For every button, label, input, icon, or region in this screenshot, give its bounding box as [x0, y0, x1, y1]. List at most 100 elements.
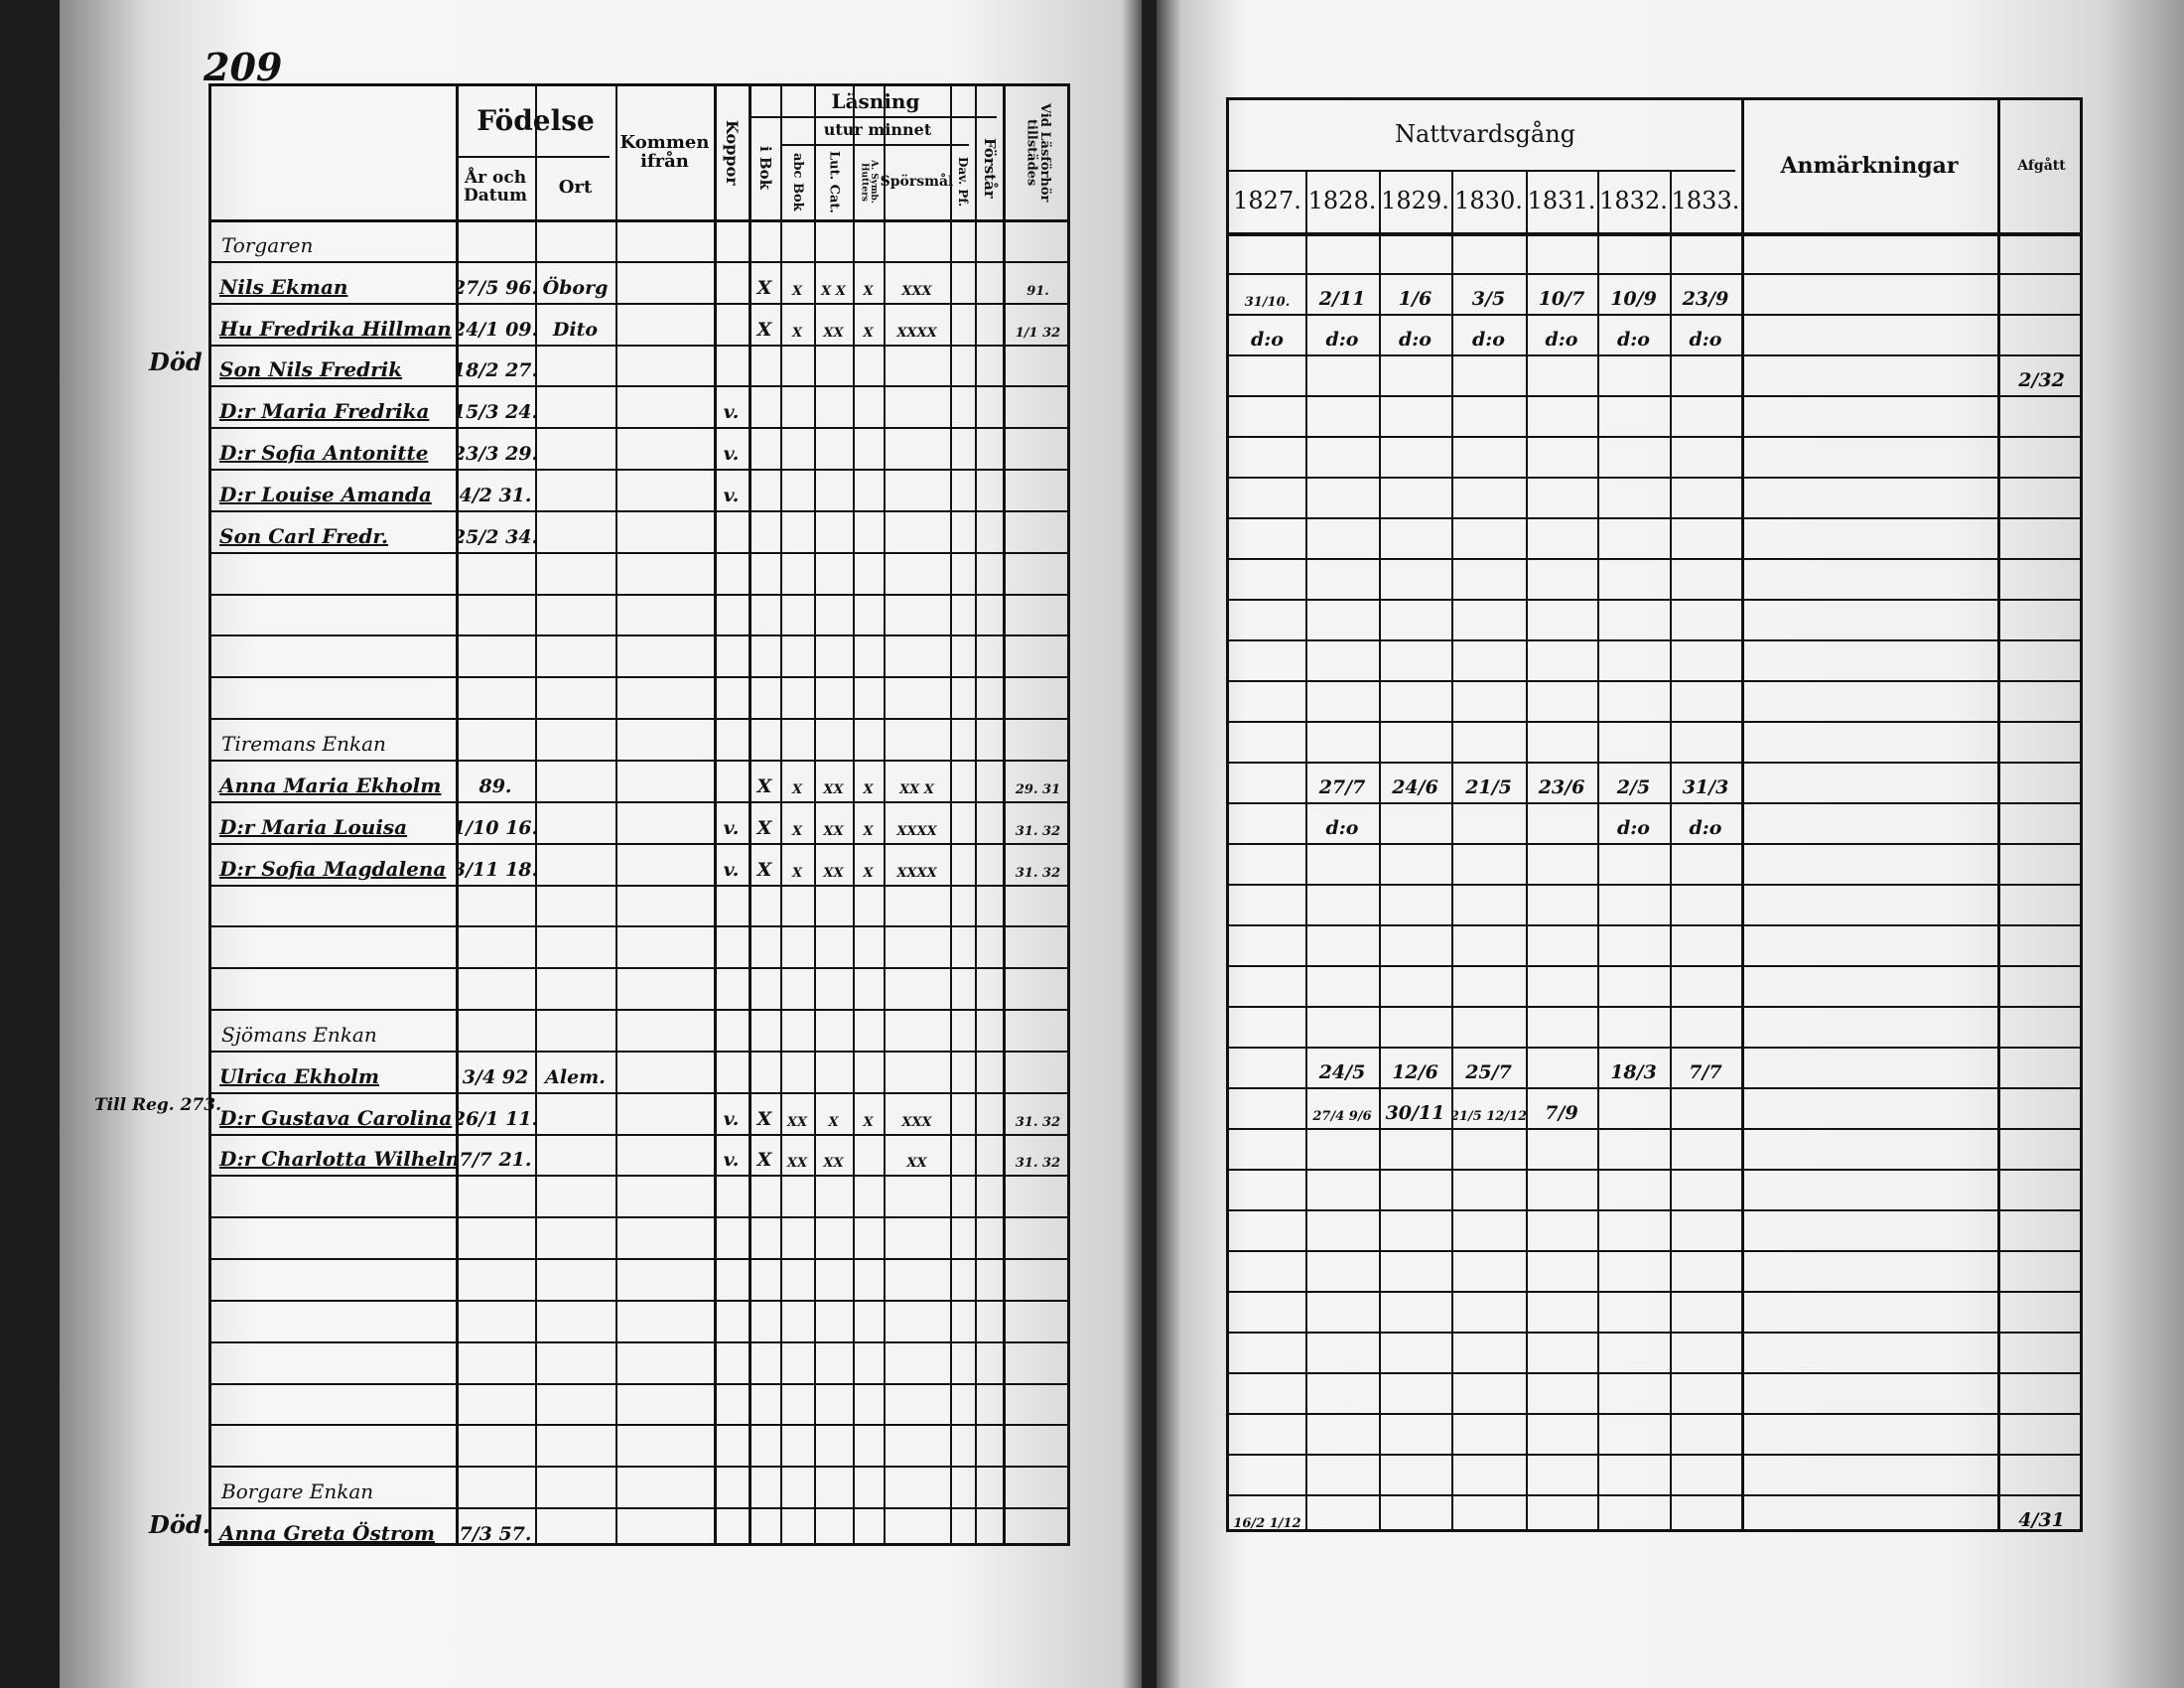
row-divider: [211, 593, 1067, 596]
entry-forhor: 29. 31: [1015, 781, 1061, 797]
row-divider: [211, 427, 1067, 430]
person-name: D:r Sofia Antonitte: [219, 441, 429, 466]
column-divider: [1379, 170, 1381, 1529]
person-name: D:r Charlotta Wilhelmina: [219, 1147, 456, 1172]
entry-born: 3/4 92: [462, 1065, 529, 1088]
communion-date: 31/10.: [1244, 295, 1291, 310]
row-divider: [211, 385, 1067, 388]
row-divider: [211, 800, 1067, 803]
row-divider: [211, 551, 1067, 554]
row-divider: [1229, 436, 2080, 438]
row-divider: [211, 1507, 1067, 1510]
entry-born: 4/2 31.: [459, 484, 532, 506]
row-divider: [211, 884, 1067, 887]
communion-date: d:o: [1689, 329, 1722, 351]
entry-spors: XXXX: [896, 325, 937, 341]
column-divider: [1741, 100, 1744, 1529]
row-divider: [1229, 843, 2080, 845]
row-divider: [1229, 1128, 2080, 1130]
header-divider: [749, 116, 997, 118]
row-divider: [1229, 1454, 2080, 1456]
communion-date: 12/6: [1392, 1061, 1438, 1083]
entry-spors: XXX: [901, 1114, 932, 1130]
row-divider: [211, 302, 1067, 305]
entry-born: 26/1 11.: [456, 1107, 535, 1130]
entry-born: 18/2 27.: [456, 359, 535, 382]
communion-date: 7/9: [1545, 1102, 1578, 1124]
communion-date: d:o: [1545, 329, 1578, 351]
margin-note: Till Reg. 273.: [94, 1094, 222, 1115]
row-divider: [1229, 558, 2080, 560]
person-name: D:r Maria Louisa: [219, 814, 408, 839]
header-i-bok: i Bok: [755, 146, 774, 190]
header-year: 1830.: [1454, 186, 1523, 214]
communion-date: d:o: [1399, 329, 1432, 351]
entry-born: 15/3 24.: [456, 401, 535, 424]
entry-forhor: 31. 32: [1015, 1114, 1061, 1130]
row-divider: [1229, 802, 2080, 804]
column-divider: [714, 86, 717, 1543]
row-divider: [1229, 1494, 2080, 1496]
header-fodelse: Födelse: [477, 104, 595, 138]
column-divider: [1526, 170, 1528, 1529]
row-divider: [1229, 965, 2080, 967]
row-divider: [1229, 1372, 2080, 1374]
header-lasning: Läsning: [831, 88, 920, 113]
column-divider: [1305, 170, 1307, 1529]
entry-koppor: v.: [723, 858, 740, 881]
header-divider: [211, 219, 1067, 222]
communion-date: 7/7: [1689, 1061, 1722, 1083]
row-divider: [211, 634, 1067, 637]
entry-born: 1/10 16.: [456, 816, 535, 839]
entry-abc: X: [791, 283, 803, 299]
household-heading: Torgaren: [221, 232, 314, 257]
column-divider: [884, 86, 886, 1543]
header-year: 1833.: [1671, 186, 1740, 214]
row-divider: [1229, 354, 2080, 356]
column-divider: [615, 86, 617, 1543]
header-lut-cat: Lut. Cat.: [826, 150, 842, 213]
entry-lut: X X: [821, 283, 846, 299]
entry-lut: XX: [823, 865, 844, 881]
entry-lut: XX: [823, 1156, 844, 1172]
row-divider: [1229, 1047, 2080, 1049]
header-utur-minnet: utur minnet: [823, 119, 932, 139]
column-divider: [1997, 100, 2000, 1529]
communion-date: 27/4 9/6: [1312, 1109, 1372, 1124]
person-name: Nils Ekman: [219, 274, 348, 299]
communion-date: 23/9: [1682, 288, 1729, 310]
entry-ibok: X: [756, 1149, 772, 1172]
entry-abc: X: [791, 865, 803, 881]
row-divider: [1229, 1006, 2080, 1008]
person-name: D:r Sofia Magdalena: [219, 856, 447, 881]
column-divider: [853, 86, 855, 1543]
column-divider: [1597, 170, 1599, 1529]
communion-date: 21/5: [1465, 776, 1512, 798]
row-divider: [1229, 1209, 2080, 1211]
row-divider: [1229, 1291, 2080, 1293]
communion-date: 18/3: [1610, 1061, 1657, 1083]
header-year: 1832.: [1599, 186, 1668, 214]
entry-koppor: v.: [723, 443, 740, 466]
entry-ibok: X: [756, 318, 772, 341]
entry-symb: X: [863, 865, 874, 881]
column-divider: [1670, 170, 1672, 1529]
entry-lut: XX: [823, 781, 844, 797]
entry-place: Dito: [552, 318, 599, 341]
header-year: 1829.: [1381, 186, 1449, 214]
row-divider: [1229, 517, 2080, 519]
entry-forhor: 91.: [1026, 283, 1049, 299]
person-name: Son Carl Fredr.: [219, 523, 389, 548]
person-name: Hu Fredrika Hillman: [219, 316, 452, 341]
entry-born: 7/7 21.: [459, 1149, 532, 1172]
row-divider: [211, 676, 1067, 679]
row-divider: [211, 759, 1067, 762]
communion-date: 16/2 1/12: [1233, 1516, 1301, 1531]
communion-date: d:o: [1617, 817, 1650, 839]
entry-spors: XXX: [901, 283, 932, 299]
communion-date: d:o: [1472, 329, 1505, 351]
communion-date: d:o: [1325, 817, 1359, 839]
row-divider: [1229, 395, 2080, 397]
communion-date: 1/6: [1398, 288, 1433, 310]
communion-date: 10/7: [1538, 288, 1585, 310]
